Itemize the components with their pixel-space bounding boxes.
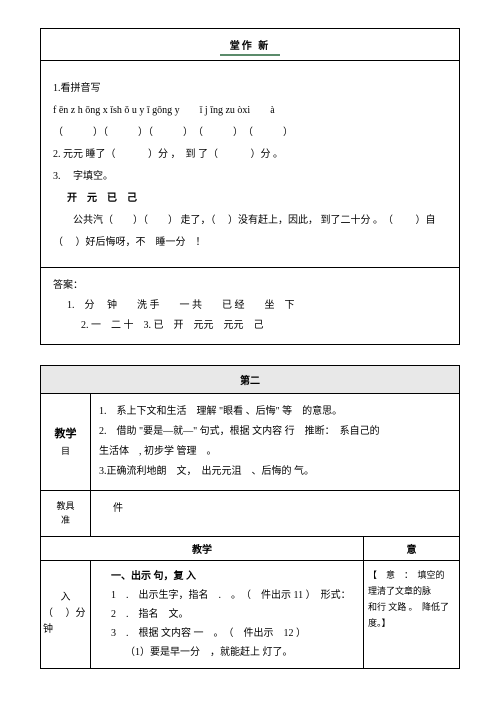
q1-pinyin: f ēn z h ōng x ǐsh ǒ u y ī gōng y ǐ j īn… [53,101,447,121]
note-line3: 和行 文路 。 降低了 [368,599,455,615]
answer-label: 答案： [53,276,447,296]
answer-2: 2. 一 二 十 3. 已 开 元元 元元 己 [53,316,447,336]
q1-blanks: （ ）（ ）（ ） （ ） （ ） [53,123,447,143]
note-line1: 【 意 ： 填空的 [368,567,455,583]
title-underline [220,54,280,56]
teach-label: 教学 目 [41,394,91,490]
answer-1: 1. 分 钟 洗 手 一 共 已 经 坐 下 [53,296,447,316]
step-line1: 一、出示 句，复 入 [97,567,357,586]
tool-text: 件 [99,499,451,518]
step-line4: 3 . 根据 文内容 一 。 （ 件出示 12 ） [97,624,357,643]
exercise-box: 堂作 新 1.看拼音写 f ēn z h ōng x ǐsh ǒ u y ī g… [40,28,460,345]
step-content: 一、出示 句，复 入 1 . 出示生字，指名 . 。 （ 件出示 11 ） 形式… [91,561,364,668]
ans1-text: 1. 分 钟 洗 手 一 共 已 经 坐 下 [67,300,295,311]
tool-content: 件 [91,491,459,536]
tools-row: 教具 准 件 [41,491,459,537]
sub-header-left: 教学 [41,537,364,560]
teach-content: 1. 系上下文和生活 理解 "眼看 、后悔" 等 的意思。 2. 借助 "要是—… [91,394,459,490]
teach-line4: 3.正确流利地朗 文， 出元元沮 、后悔的 气。 [99,462,451,481]
answer-section: 答案： 1. 分 钟 洗 手 一 共 已 经 坐 下 2. 一 二 十 3. 已… [41,268,459,344]
title-section: 堂作 新 [41,29,459,61]
teaching-objectives-row: 教学 目 1. 系上下文和生活 理解 "眼看 、后悔" 等 的意思。 2. 借助… [41,394,459,491]
teach-label-main: 教学 [55,426,77,444]
step-label: 入 （ ）分钟 [41,561,91,668]
tool-label: 教具 准 [41,491,91,536]
teach-label-sub: 目 [61,444,70,458]
q1-label: 1.看拼音写 [53,79,447,99]
q3-text2: （ ）好后悔呀，不 睡一分 ！ [53,233,447,253]
note-line4: 度。】 [368,615,455,631]
lesson-header: 第二 [41,366,459,394]
q3-chars: 开 元 已 己 [53,189,447,209]
step-line3: 2 . 指名 文。 [97,605,357,624]
sub-header-row: 教学 意 [41,537,459,561]
teach-line2: 2. 借助 "要是—就—" 句式，根据 文内容 行 推断： 系自己的 [99,422,451,441]
lesson-box: 第二 教学 目 1. 系上下文和生活 理解 "眼看 、后悔" 等 的意思。 2.… [40,365,460,669]
q2-text: 2. 元元 睡了（ ）分 ， 到 了（ ）分 。 [53,145,447,165]
q3-text1: 公共汽（ ）（ ） 走了，（ ）没有赶上，因此， 到了二十分 。 （ ）自 [53,211,447,231]
tool-label-sub: 准 [61,513,70,527]
step-label-main: 入 [61,590,71,606]
q3-label: 3. 字填空。 [53,167,447,187]
step-line2: 1 . 出示生字，指名 . 。 （ 件出示 11 ） 形式： [97,586,357,605]
tool-label-main: 教具 [56,499,74,513]
step-label-sub: （ ）分钟 [43,606,88,638]
note-content: 【 意 ： 填空的 理清了文章的脉 和行 文路 。 降低了 度。】 [364,561,459,668]
step-row: 入 （ ）分钟 一、出示 句，复 入 1 . 出示生字，指名 . 。 （ 件出示… [41,561,459,668]
sub-header-right: 意 [364,537,459,560]
teach-line2-text: 2. 借助 "要是—就—" 句式，根据 文内容 行 推断： 系自己的 [99,426,380,437]
exercise-content: 1.看拼音写 f ēn z h ōng x ǐsh ǒ u y ī gōng y… [41,61,459,268]
teach-line1: 1. 系上下文和生活 理解 "眼看 、后悔" 等 的意思。 [99,402,451,421]
teach-line4-text: 3.正确流利地朗 文， 出元元沮 、后悔的 气。 [99,466,314,477]
step-line5: （1）要是早一分 ，就能赶上 灯了。 [97,643,357,662]
teach-line3: 生活体 , 初步学 管理 。 [99,442,451,461]
note-line2: 理清了文章的脉 [368,583,455,599]
box1-title: 堂作 新 [41,37,459,52]
